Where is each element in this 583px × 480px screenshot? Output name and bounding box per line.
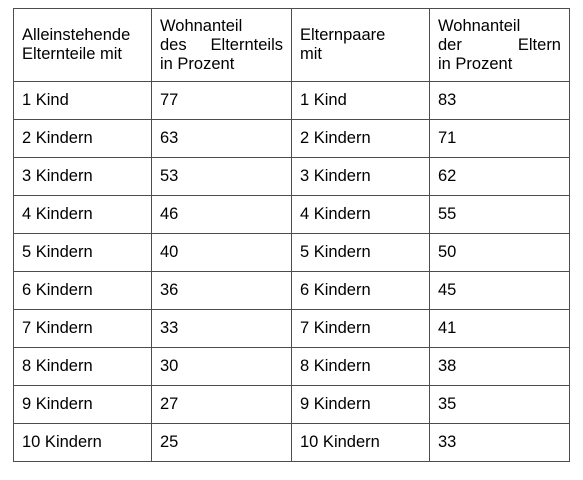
table-row: 9 Kindern 27 9 Kindern 35 (13, 385, 570, 424)
cell-share-single: 46 (151, 195, 292, 234)
cell-children-couple: 2 Kindern (291, 119, 430, 158)
table-row: 2 Kindern 63 2 Kindern 71 (13, 119, 570, 158)
cell-share-single: 63 (151, 119, 292, 158)
table-row: 1 Kind 77 1 Kind 83 (13, 81, 570, 120)
header-line: Elternpaare (300, 26, 386, 44)
header-line: in Prozent (438, 55, 513, 73)
header-line: der Eltern (438, 36, 561, 54)
cell-children-single: 10 Kindern (13, 423, 152, 462)
cell-share-single: 53 (151, 157, 292, 196)
cell-children-single: 5 Kindern (13, 233, 152, 272)
header-line: Wohnanteil (160, 17, 243, 35)
header-couple: Elternpaare mit (291, 8, 430, 82)
cell-children-couple: 3 Kindern (291, 157, 430, 196)
cell-children-single: 1 Kind (13, 81, 152, 120)
header-couple-share: Wohnanteil der Eltern in Prozent (429, 8, 570, 82)
table-row: 6 Kindern 36 6 Kindern 45 (13, 271, 570, 310)
cell-share-couple: 83 (429, 81, 570, 120)
cell-share-couple: 62 (429, 157, 570, 196)
cell-children-couple: 8 Kindern (291, 347, 430, 386)
cell-share-single: 27 (151, 385, 292, 424)
cell-share-single: 25 (151, 423, 292, 462)
cell-share-single: 40 (151, 233, 292, 272)
cell-share-single: 77 (151, 81, 292, 120)
table-row: 4 Kindern 46 4 Kindern 55 (13, 195, 570, 234)
header-line: Alleinstehende (22, 26, 131, 44)
cell-share-couple: 50 (429, 233, 570, 272)
cell-children-single: 2 Kindern (13, 119, 152, 158)
cell-children-couple: 9 Kindern (291, 385, 430, 424)
header-line: Wohnanteil (438, 17, 521, 35)
cell-children-single: 8 Kindern (13, 347, 152, 386)
cell-children-single: 6 Kindern (13, 271, 152, 310)
header-line: des Elternteils (160, 36, 283, 54)
cell-share-couple: 41 (429, 309, 570, 348)
cell-share-couple: 33 (429, 423, 570, 462)
header-line: Elternteile mit (22, 45, 122, 63)
cell-share-couple: 55 (429, 195, 570, 234)
cell-children-couple: 4 Kindern (291, 195, 430, 234)
cell-children-couple: 1 Kind (291, 81, 430, 120)
cell-share-single: 36 (151, 271, 292, 310)
table-body: 1 Kind 77 1 Kind 83 2 Kindern 63 2 Kinde… (13, 81, 570, 462)
housing-share-table: Alleinstehende Elternteile mit Wohnantei… (13, 8, 570, 462)
cell-children-couple: 5 Kindern (291, 233, 430, 272)
header-single-parent: Alleinstehende Elternteile mit (13, 8, 152, 82)
table-row: 8 Kindern 30 8 Kindern 38 (13, 347, 570, 386)
cell-children-single: 7 Kindern (13, 309, 152, 348)
cell-share-single: 30 (151, 347, 292, 386)
cell-share-single: 33 (151, 309, 292, 348)
cell-share-couple: 45 (429, 271, 570, 310)
cell-share-couple: 35 (429, 385, 570, 424)
header-line: in Prozent (160, 55, 235, 73)
cell-children-single: 9 Kindern (13, 385, 152, 424)
table-header: Alleinstehende Elternteile mit Wohnantei… (13, 8, 570, 82)
table-row: 7 Kindern 33 7 Kindern 41 (13, 309, 570, 348)
cell-children-couple: 7 Kindern (291, 309, 430, 348)
cell-share-couple: 71 (429, 119, 570, 158)
cell-children-couple: 10 Kindern (291, 423, 430, 462)
cell-children-single: 3 Kindern (13, 157, 152, 196)
cell-children-couple: 6 Kindern (291, 271, 430, 310)
table-row: 3 Kindern 53 3 Kindern 62 (13, 157, 570, 196)
table-row: 10 Kindern 25 10 Kindern 33 (13, 423, 570, 462)
header-row: Alleinstehende Elternteile mit Wohnantei… (13, 8, 570, 82)
header-line: mit (300, 45, 322, 63)
cell-share-couple: 38 (429, 347, 570, 386)
table-row: 5 Kindern 40 5 Kindern 50 (13, 233, 570, 272)
header-single-share: Wohnanteil des Elternteils in Prozent (151, 8, 292, 82)
cell-children-single: 4 Kindern (13, 195, 152, 234)
